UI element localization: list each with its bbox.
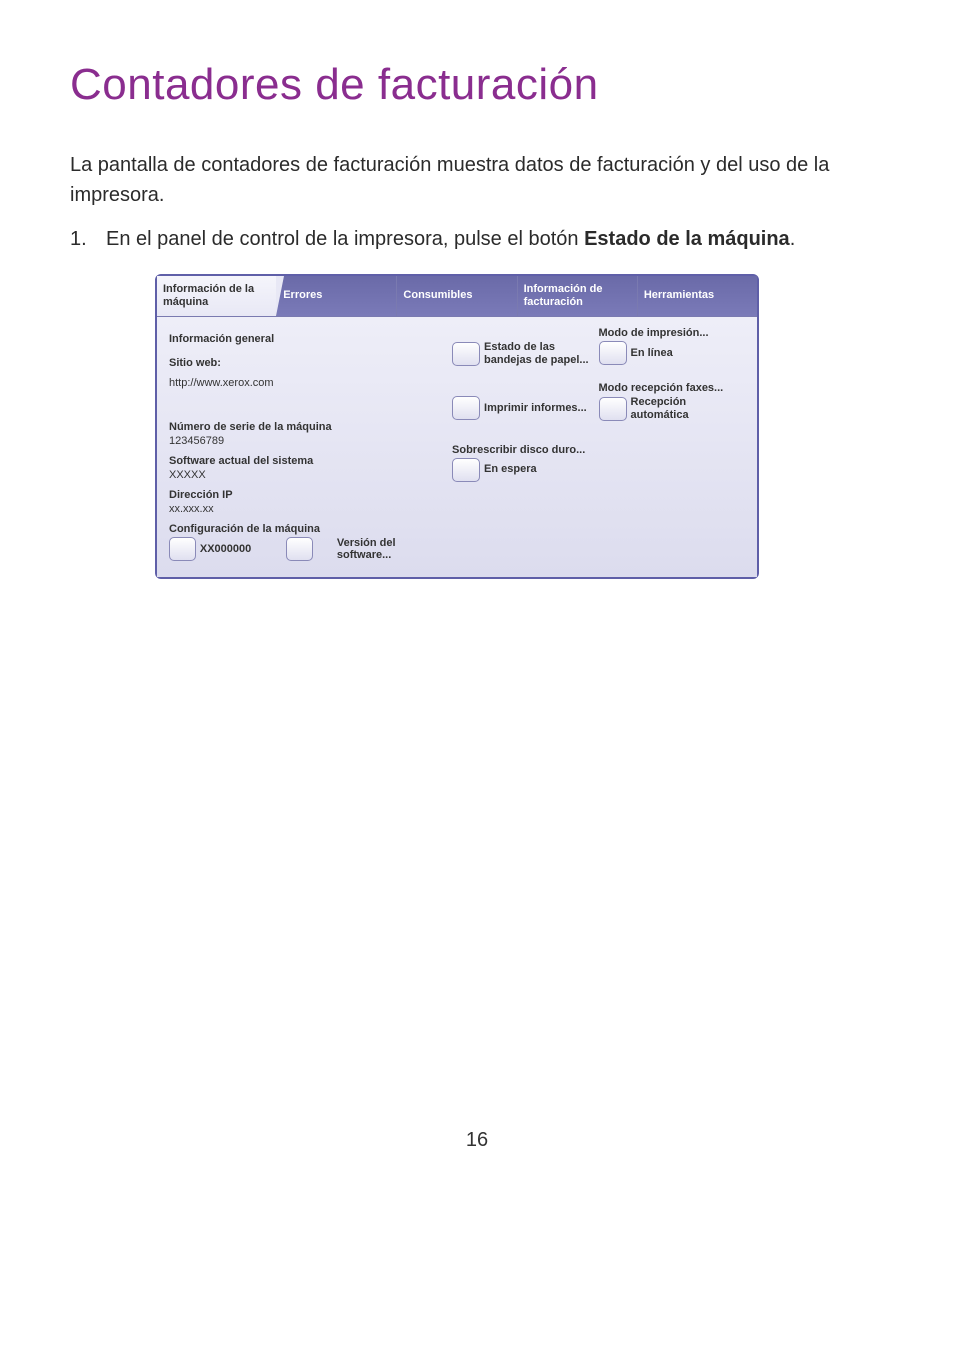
tab-info-maquina[interactable]: Información de la máquina: [157, 276, 277, 316]
intro-paragraph: La pantalla de contadores de facturación…: [70, 150, 884, 210]
label-ip: Dirección IP: [169, 489, 448, 501]
step-1: 1. En el panel de control de la impresor…: [70, 224, 884, 254]
step-text-bold: Estado de la máquina: [584, 228, 790, 250]
label-sitio: Sitio web:: [169, 357, 448, 369]
tab-consumibles[interactable]: Consumibles: [397, 276, 517, 316]
value-sitio: http://www.xerox.com: [169, 377, 448, 389]
label-bandejas: Estado de las bandejas de papel...: [484, 341, 598, 366]
value-ip: xx.xxx.xx: [169, 503, 448, 515]
version-button[interactable]: [286, 537, 313, 561]
value-config: XX000000: [200, 543, 286, 555]
page-number: 16: [0, 1129, 954, 1152]
label-config: Configuración de la máquina: [169, 523, 448, 535]
value-serie: 123456789: [169, 435, 448, 447]
config-button[interactable]: [169, 537, 196, 561]
tab-herramientas[interactable]: Herramientas: [638, 276, 757, 316]
label-en-linea: En línea: [631, 347, 673, 360]
label-software: Software actual del sistema: [169, 455, 448, 467]
imprimir-button[interactable]: [452, 396, 480, 420]
machine-status-panel: Información de la máquina Errores Consum…: [155, 274, 759, 579]
step-text: En el panel de control de la impresora, …: [106, 224, 884, 254]
left-column: Información general Sitio web: http://ww…: [169, 327, 448, 561]
step-text-post: .: [790, 228, 796, 250]
bandejas-button[interactable]: [452, 342, 480, 366]
tab-label: Información de la máquina: [163, 283, 270, 309]
label-en-espera: En espera: [484, 463, 537, 476]
label-version: Versión del software...: [337, 537, 448, 561]
tab-errores[interactable]: Errores: [277, 276, 397, 316]
page-title: Contadores de facturación: [70, 60, 884, 110]
value-software: XXXXX: [169, 469, 448, 481]
recepcion-button[interactable]: [599, 397, 627, 421]
tab-label: Errores: [283, 289, 322, 302]
label-modo-impresion: Modo de impresión...: [599, 327, 745, 339]
tab-label: Herramientas: [644, 289, 714, 302]
label-imprimir: Imprimir informes...: [484, 402, 587, 415]
label-modo-fax: Modo recepción faxes...: [599, 382, 745, 394]
en-espera-button[interactable]: [452, 458, 480, 482]
label-sobrescribir: Sobrescribir disco duro...: [452, 444, 745, 456]
tab-label: Información de facturación: [524, 283, 631, 309]
label-general: Información general: [169, 333, 448, 345]
tab-info-facturacion[interactable]: Información de facturación: [518, 276, 638, 316]
right-column: Estado de las bandejas de papel... Modo …: [448, 327, 745, 561]
step-number: 1.: [70, 224, 106, 254]
en-linea-button[interactable]: [599, 341, 627, 365]
label-recepcion: Recepción automática: [631, 396, 745, 421]
tab-label: Consumibles: [403, 289, 472, 302]
step-text-pre: En el panel de control de la impresora, …: [106, 228, 584, 250]
tab-bar: Información de la máquina Errores Consum…: [157, 276, 757, 317]
label-serie: Número de serie de la máquina: [169, 421, 448, 433]
